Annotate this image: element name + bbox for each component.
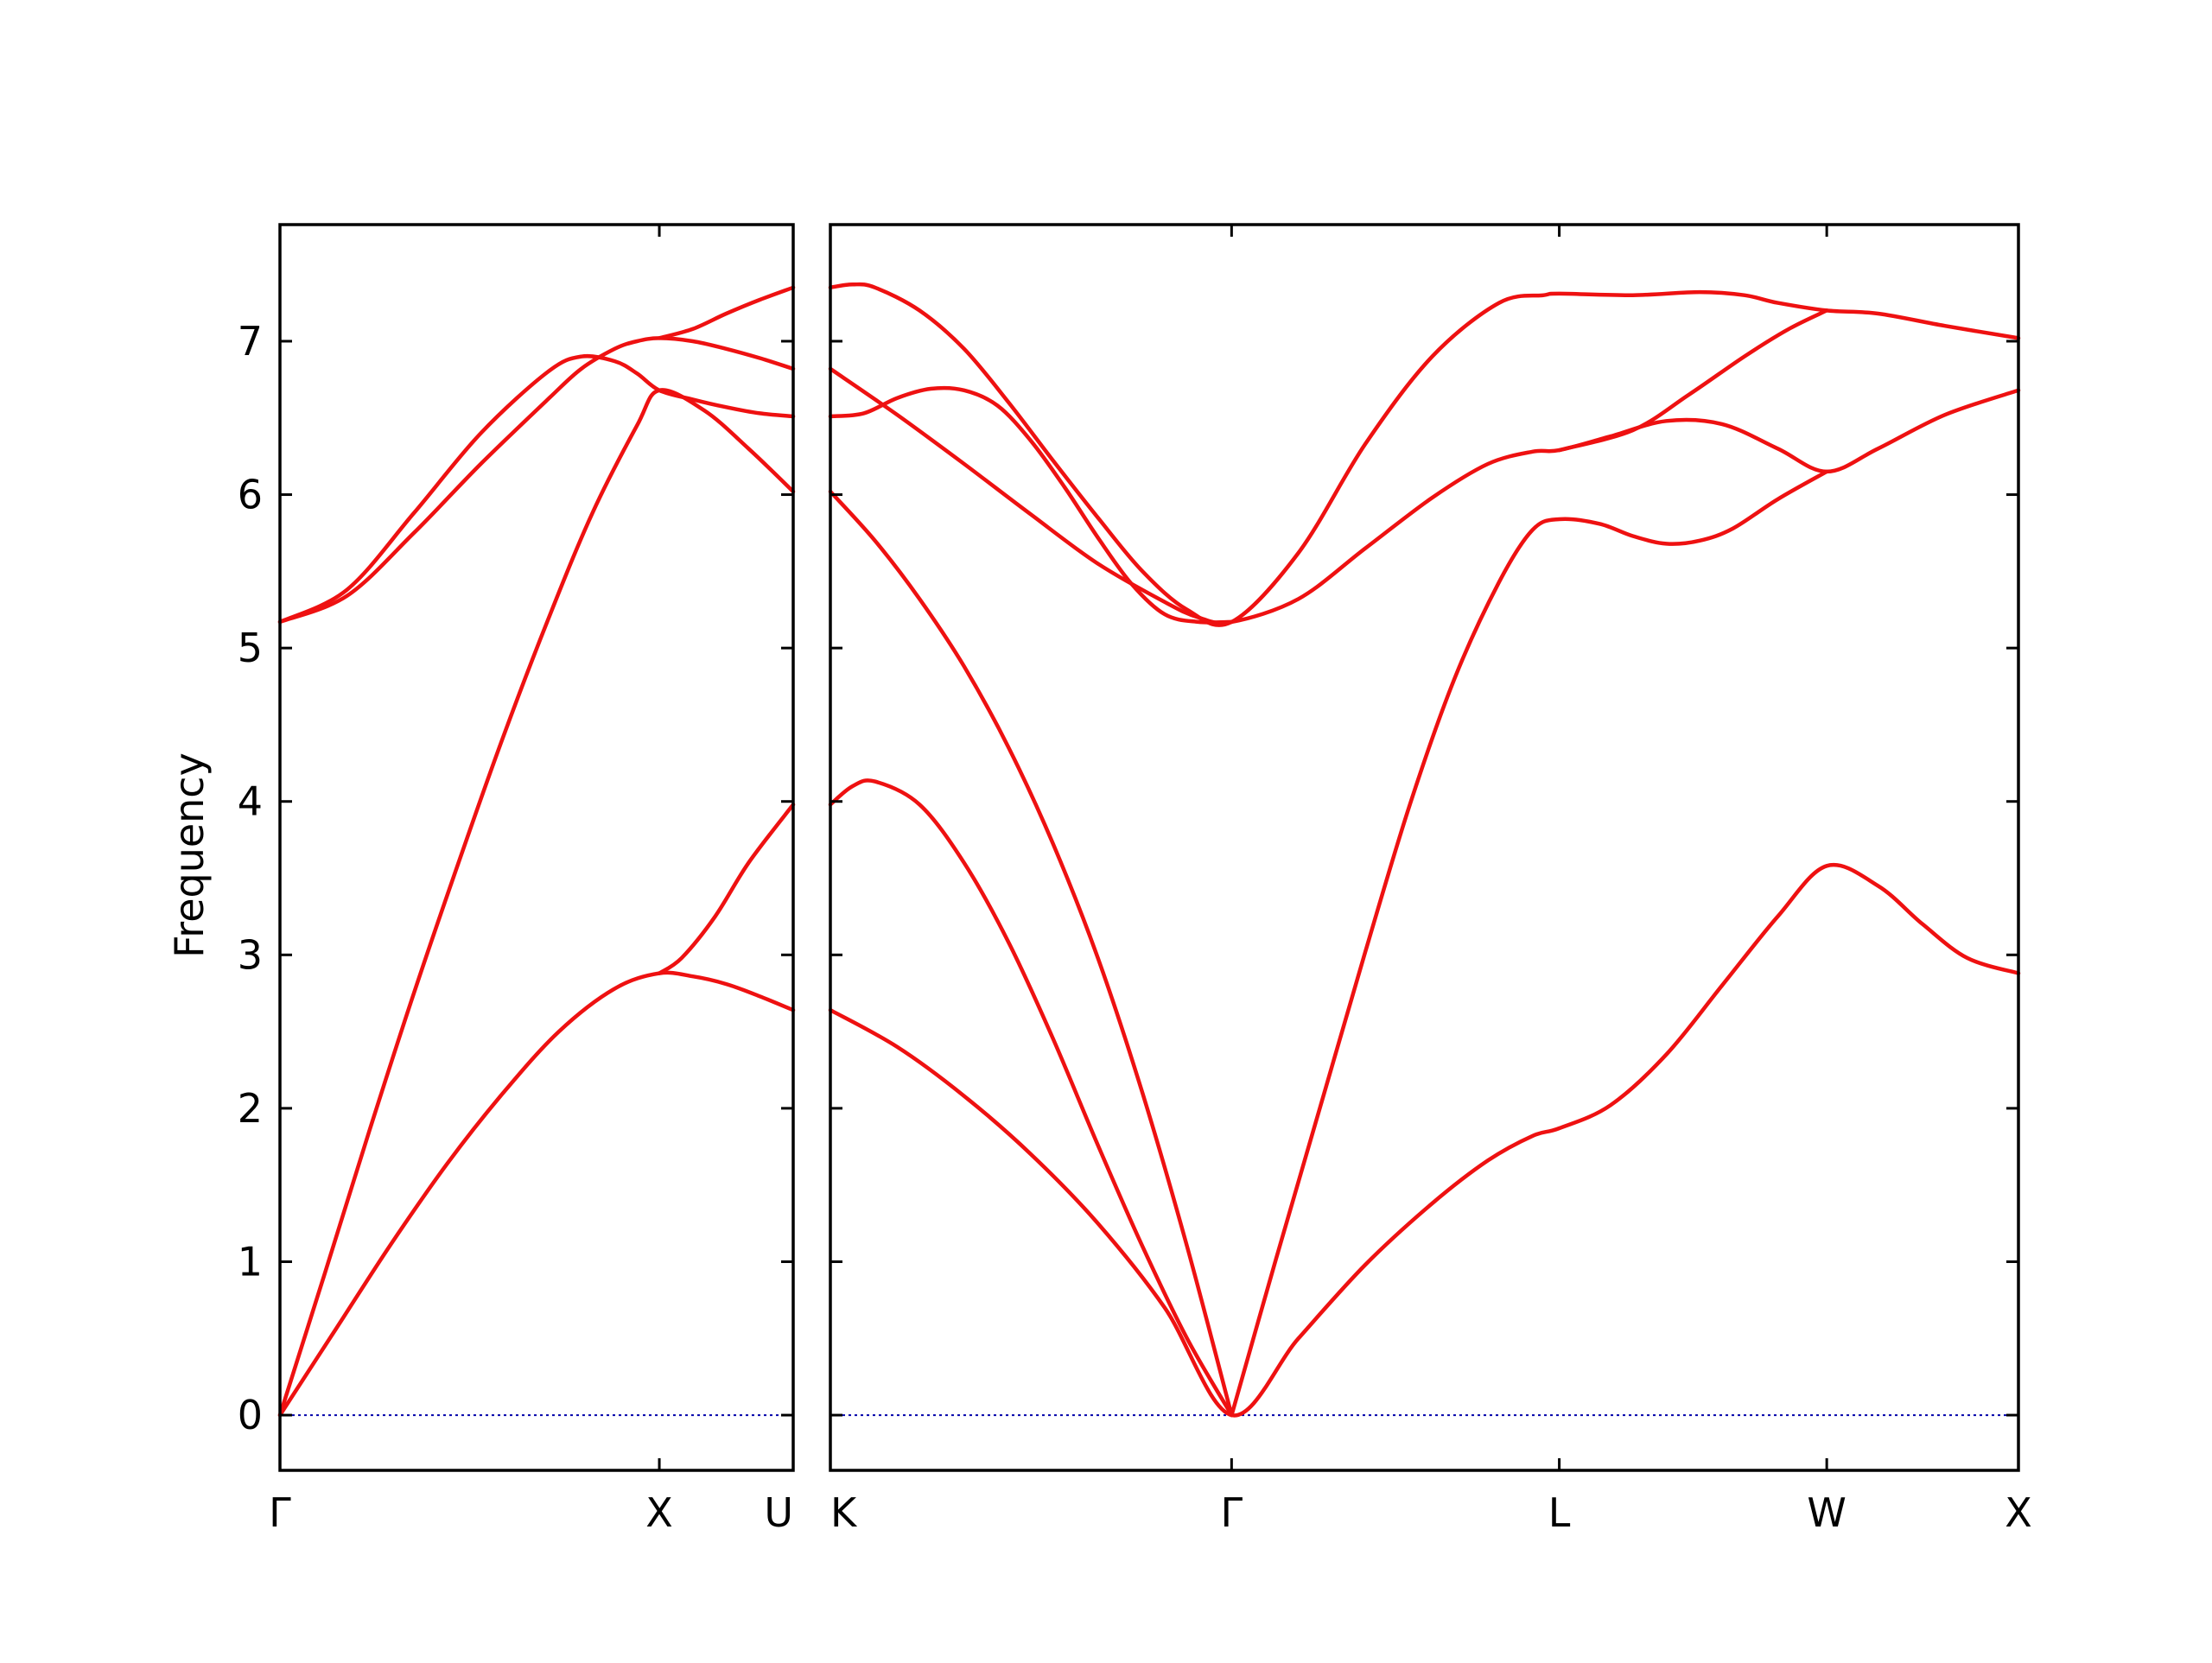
y-tick-label: 6: [238, 472, 263, 518]
band-curve-right-7: [828, 282, 2021, 627]
plot-frame-right: [829, 223, 2020, 1472]
y-tick-label: 7: [238, 318, 263, 365]
y-tick-label: 2: [238, 1085, 263, 1132]
x-tick-label: X: [645, 1489, 673, 1536]
y-tick-label: 4: [238, 778, 263, 825]
y-tick-label: 5: [238, 625, 263, 671]
band-curve-left-5: [657, 285, 796, 340]
band-curve-left-2: [277, 388, 796, 1418]
y-tick-label: 0: [238, 1392, 263, 1438]
band-curve-left-6: [657, 803, 796, 975]
band-curve-right-5: [828, 366, 2021, 625]
band-curve-right-6: [828, 385, 1234, 625]
band-curve-left-1: [277, 970, 796, 1418]
x-tick-label: Γ: [269, 1489, 291, 1536]
x-tick-label: X: [2005, 1489, 2032, 1536]
y-tick-label: 1: [238, 1238, 263, 1285]
y-tick-label: 3: [238, 931, 263, 978]
band-curve-left-3: [277, 353, 796, 625]
band-curve-right-8: [1557, 308, 1829, 453]
plot-frame-left: [278, 223, 795, 1472]
x-tick-label: U: [764, 1489, 793, 1536]
band-curve-right-2: [828, 778, 1234, 1418]
band-curve-right-4: [828, 489, 1234, 1418]
band-curve-left-4: [277, 336, 796, 625]
band-curve-right-3: [1230, 469, 1829, 1418]
x-tick-label: L: [1548, 1489, 1571, 1536]
x-tick-label: K: [830, 1489, 858, 1536]
x-tick-label: Γ: [1221, 1489, 1243, 1536]
x-tick-label: W: [1807, 1489, 1846, 1536]
band-curve-right-1: [828, 862, 2021, 1418]
y-axis-label: Frequency: [166, 752, 213, 958]
